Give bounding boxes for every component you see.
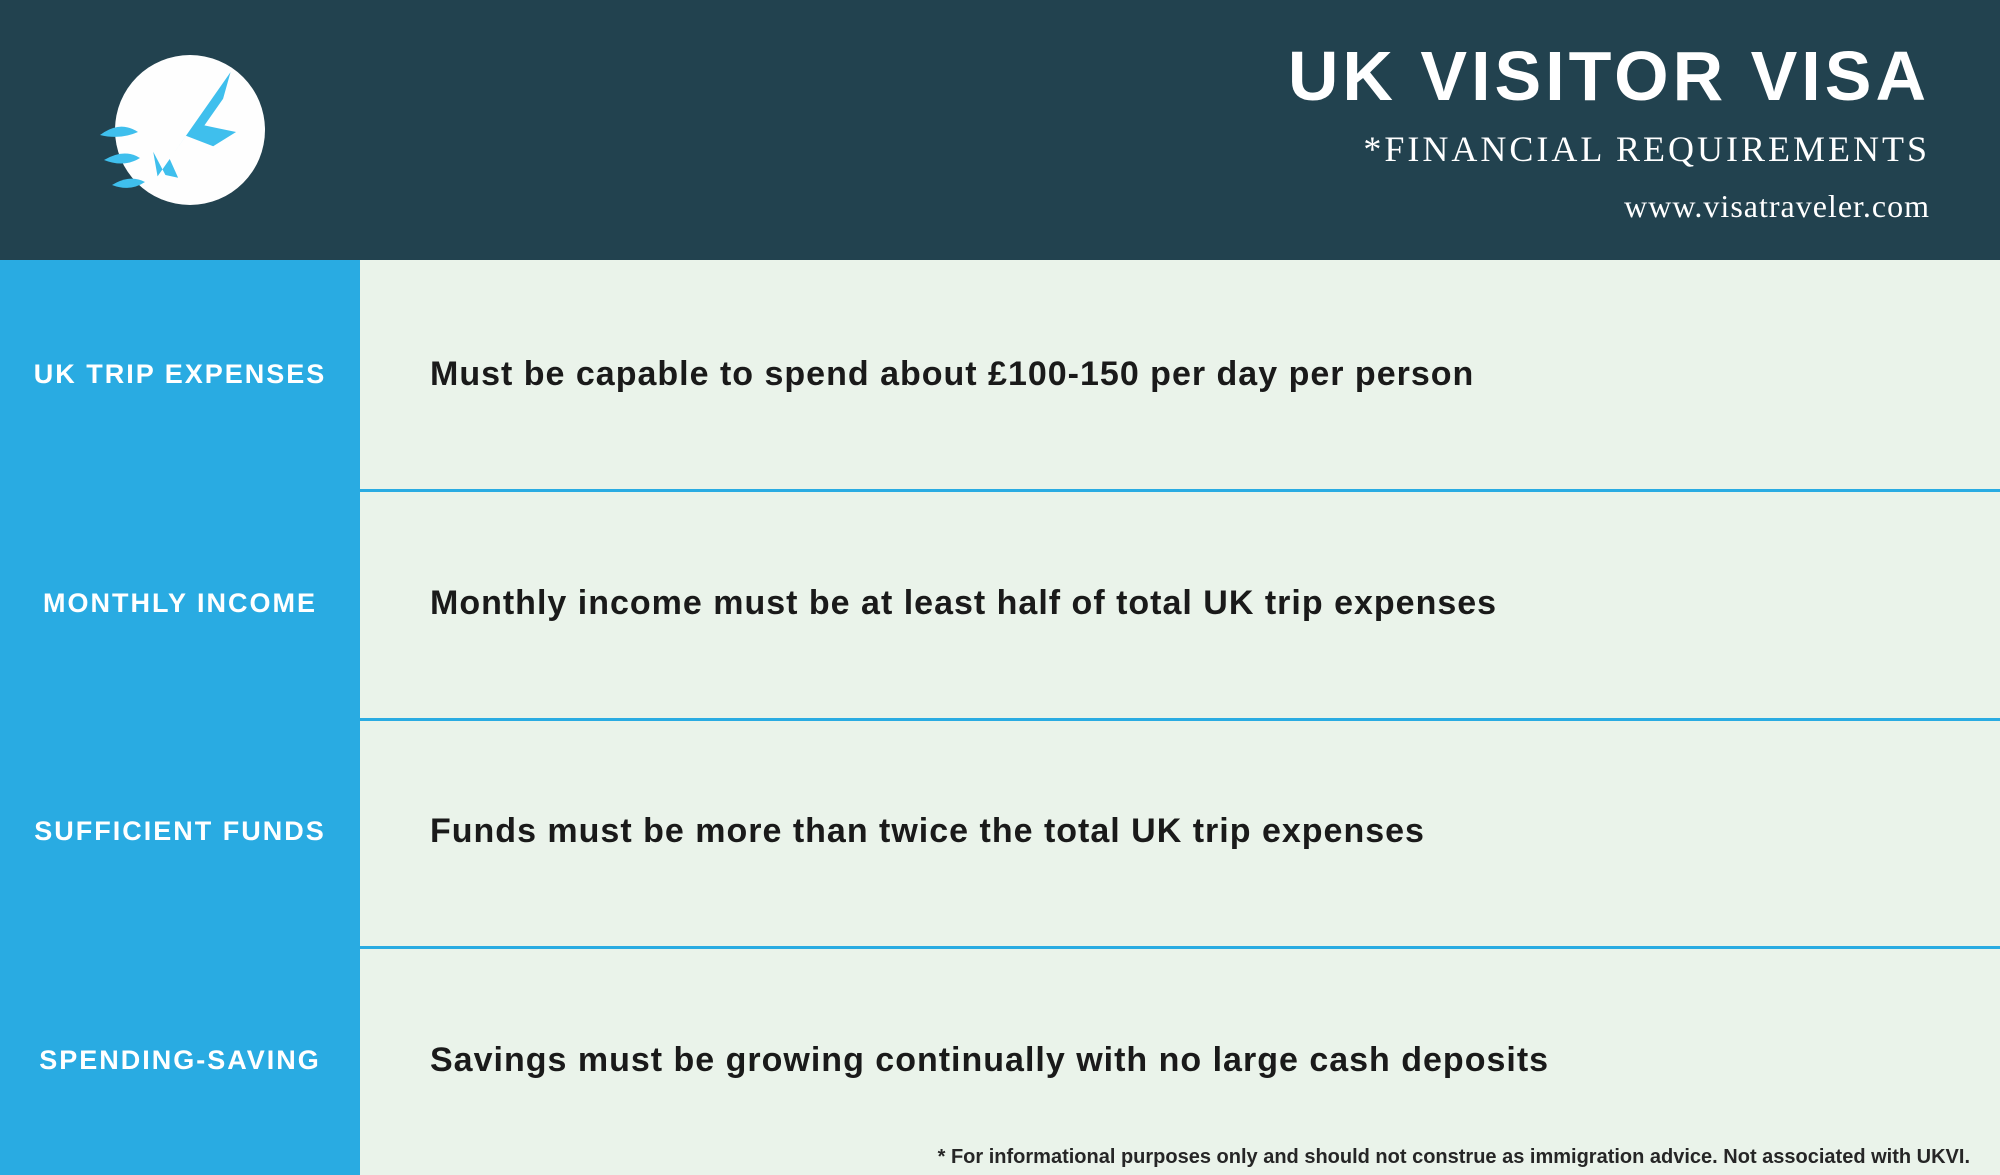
row-description: Funds must be more than twice the total … — [360, 718, 2000, 947]
row-description: Savings must be growing continually with… — [360, 946, 2000, 1175]
logo — [90, 40, 270, 220]
requirements-table: UK TRIP EXPENSES Must be capable to spen… — [0, 260, 2000, 1175]
row-description-text: Funds must be more than twice the total … — [430, 812, 1425, 851]
table-row: MONTHLY INCOME Monthly income must be at… — [0, 489, 2000, 718]
row-label: MONTHLY INCOME — [0, 489, 360, 718]
row-label: UK TRIP EXPENSES — [0, 260, 360, 489]
infographic-container: UK VISITOR VISA *FINANCIAL REQUIREMENTS … — [0, 0, 2000, 1175]
header: UK VISITOR VISA *FINANCIAL REQUIREMENTS … — [0, 0, 2000, 260]
row-label-text: MONTHLY INCOME — [43, 588, 317, 619]
table-row: UK TRIP EXPENSES Must be capable to spen… — [0, 260, 2000, 489]
row-label-text: SPENDING-SAVING — [39, 1045, 321, 1076]
header-text-block: UK VISITOR VISA *FINANCIAL REQUIREMENTS … — [1288, 36, 1930, 225]
row-label-text: UK TRIP EXPENSES — [34, 359, 327, 390]
page-title: UK VISITOR VISA — [1288, 36, 1930, 116]
site-url: www.visatraveler.com — [1288, 188, 1930, 225]
table-row: SPENDING-SAVING Savings must be growing … — [0, 946, 2000, 1175]
row-description: Must be capable to spend about £100-150 … — [360, 260, 2000, 489]
row-label-text: SUFFICIENT FUNDS — [34, 816, 326, 847]
row-label: SPENDING-SAVING — [0, 946, 360, 1175]
page-subtitle: *FINANCIAL REQUIREMENTS — [1288, 128, 1930, 170]
row-description-text: Monthly income must be at least half of … — [430, 584, 1497, 623]
disclaimer-text: * For informational purposes only and sh… — [938, 1146, 1970, 1169]
row-description-text: Must be capable to spend about £100-150 … — [430, 355, 1474, 394]
row-description: Monthly income must be at least half of … — [360, 489, 2000, 718]
row-label: SUFFICIENT FUNDS — [0, 718, 360, 947]
airplane-logo-icon — [90, 40, 270, 220]
row-description-text: Savings must be growing continually with… — [430, 1041, 1549, 1080]
table-row: SUFFICIENT FUNDS Funds must be more than… — [0, 718, 2000, 947]
